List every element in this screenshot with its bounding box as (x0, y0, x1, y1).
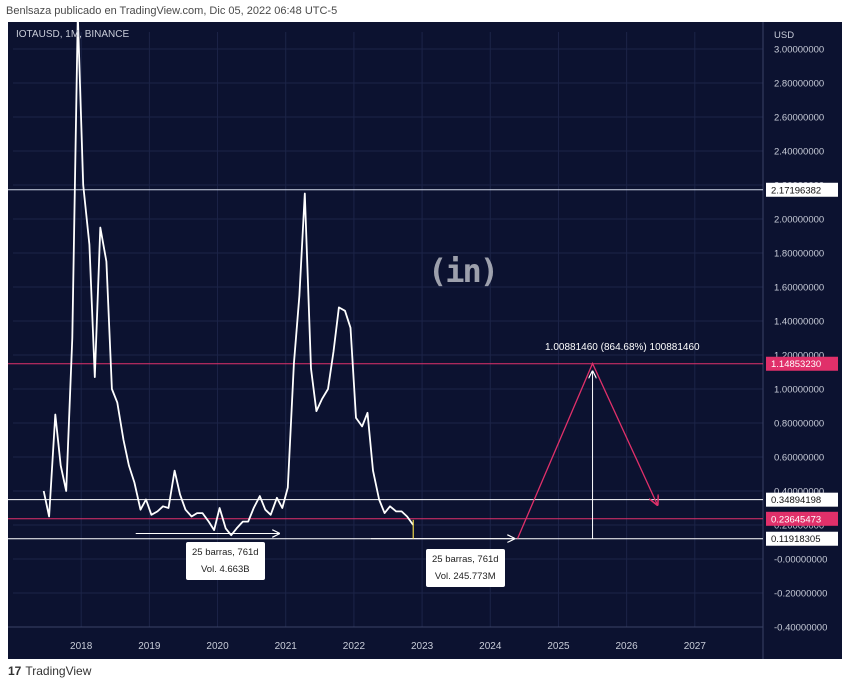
level-tag-0 (766, 182, 838, 197)
range-box-1: 25 barras, 761d Vol. 4.663B (186, 542, 265, 580)
x-tick-label-7: 2025 (547, 641, 570, 652)
range-box-2: 25 barras, 761d Vol. 245.773M (426, 549, 505, 587)
y-tick-label-14: 0.20000000 (774, 521, 824, 532)
y-tick-label-5: 2.00000000 (774, 215, 824, 226)
level-tag-label-2: 0.34894198 (771, 495, 821, 506)
y-tick-label-9: 1.20000000 (774, 351, 824, 362)
x-tick-label-1: 2019 (138, 641, 161, 652)
chart-area[interactable]: USD 3.00000000 2.80000000 2.60000000 2.40000… (8, 22, 842, 659)
y-tick-label-8: 1.40000000 (774, 317, 824, 328)
x-tick-label-4: 2022 (343, 641, 366, 652)
x-tick-label-2: 2020 (206, 641, 229, 652)
symbol-label: IOTAUSD, 1M, BINANCE (16, 29, 130, 40)
price-series-line (42, 22, 414, 537)
range-box-1-vol: Vol. 4.663B (200, 564, 250, 575)
y-tick-label-16: -0.20000000 (774, 589, 827, 600)
level-tag-label-0: 2.17196382 (771, 185, 821, 196)
y-tick-label-11: 0.80000000 (774, 419, 824, 430)
x-tick-label-8: 2026 (616, 641, 639, 652)
y-tick-label-6: 1.80000000 (774, 249, 824, 260)
publish-header: Benlsaza publicado en TradingView.com, D… (6, 5, 338, 17)
y-tick-label-7: 1.60000000 (774, 283, 824, 294)
projection-line (516, 361, 658, 539)
y-tick-label-0: 3.00000000 (774, 45, 824, 56)
x-tick-label-9: 2027 (684, 641, 707, 652)
level-tag-label-1: 1.14853230 (771, 359, 821, 370)
level-tag-label-3: 0.23645473 (771, 514, 821, 525)
level-tag-3 (766, 511, 838, 526)
footer-brand: TradingView (25, 664, 92, 678)
y-tick-label-17: -0.40000000 (774, 623, 827, 634)
x-tick-label-3: 2021 (275, 641, 298, 652)
level-tag-label-4: 0.11918305 (771, 534, 821, 545)
x-tick-label-5: 2023 (411, 641, 434, 652)
y-tick-label-3: 2.40000000 (774, 147, 824, 158)
level-tag-2 (766, 492, 838, 507)
y-tick-label-10: 1.00000000 (774, 385, 824, 396)
range-box-1-bars: 25 barras, 761d (192, 547, 259, 558)
price-chart-svg: USD 3.00000000 2.80000000 2.60000000 2.40000… (8, 22, 838, 659)
range-box-2-bars: 25 barras, 761d (432, 554, 499, 565)
y-tick-label-15: -0.00000000 (774, 555, 827, 566)
y-tick-label-1: 2.80000000 (774, 79, 824, 90)
y-tick-label-13: 0.40000000 (774, 487, 824, 498)
level-tag-1 (766, 356, 838, 371)
y-unit-label: USD (774, 30, 794, 41)
tradingview-logo-icon: 17 (8, 664, 22, 678)
y-tick-label-12: 0.60000000 (774, 453, 824, 464)
measure-label: 1.00881460 (864.68%) 100881460 (545, 342, 700, 353)
footer: 17 TradingView (8, 664, 91, 678)
x-tick-label-0: 2018 (70, 641, 93, 652)
watermark-logo-icon: (in) (428, 252, 499, 290)
level-tag-4 (766, 531, 838, 546)
x-tick-label-6: 2024 (479, 641, 502, 652)
y-tick-label-2: 2.60000000 (774, 113, 824, 124)
range-box-2-vol: Vol. 245.773M (434, 571, 496, 582)
